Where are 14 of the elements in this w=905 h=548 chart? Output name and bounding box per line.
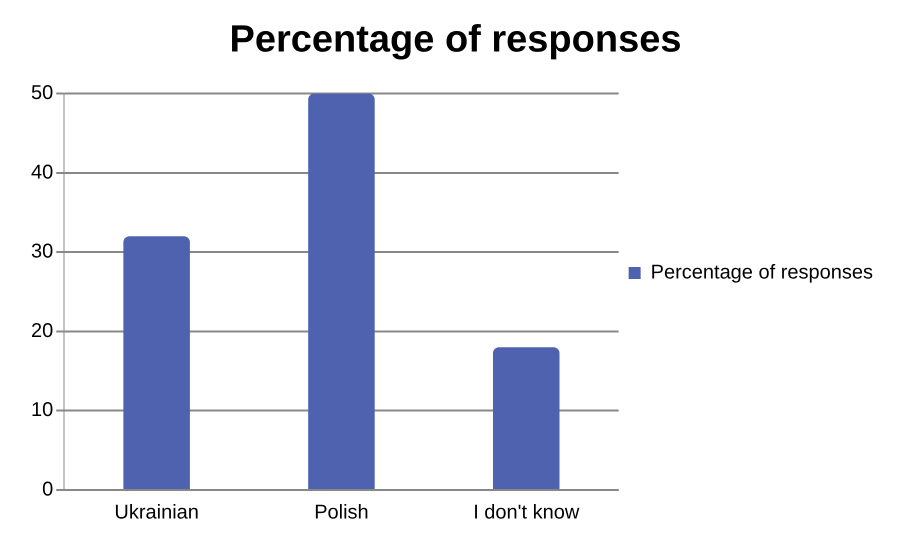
legend-label: Percentage of responses <box>650 262 874 284</box>
x-tick-label: Polish <box>314 502 369 524</box>
y-tick-label: 50 <box>30 82 54 104</box>
chart-title: Percentage of responses <box>230 18 682 60</box>
bar <box>492 347 560 489</box>
y-tick-label: 0 <box>42 478 54 501</box>
y-tick-label: 20 <box>30 320 54 342</box>
y-tick-label: 40 <box>30 161 54 184</box>
bar <box>308 94 375 489</box>
x-tick-label: Ukrainian <box>114 502 199 524</box>
y-tick-label: 30 <box>30 240 54 263</box>
bar <box>123 236 190 489</box>
y-tick-label: 10 <box>30 399 54 422</box>
x-tick-label: I don't know <box>473 502 580 524</box>
